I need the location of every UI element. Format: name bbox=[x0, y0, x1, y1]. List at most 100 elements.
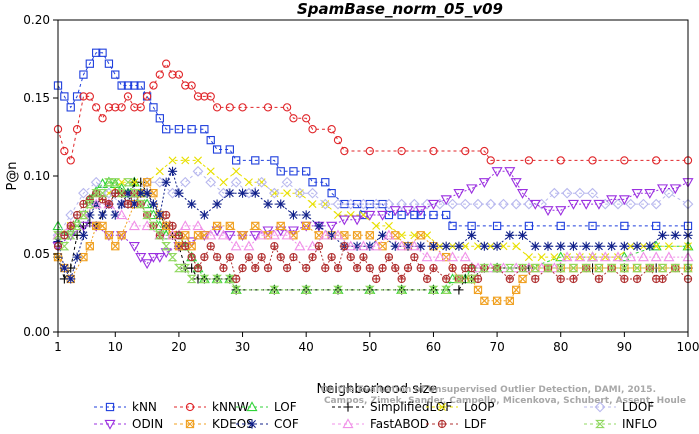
data-point bbox=[110, 210, 120, 220]
marker-circle-plus-cross bbox=[188, 253, 196, 261]
marker-square bbox=[397, 210, 406, 220]
marker-circle-plus-cross bbox=[302, 264, 310, 272]
data-point bbox=[77, 221, 89, 232]
marker-circle bbox=[162, 59, 171, 68]
marker-square bbox=[352, 199, 362, 209]
marker-x bbox=[117, 178, 126, 187]
x-tick-label: 40 bbox=[299, 340, 314, 354]
y-tick-label: 0.00 bbox=[23, 325, 50, 339]
marker-square bbox=[225, 145, 234, 154]
data-point bbox=[524, 253, 533, 262]
data-point bbox=[135, 199, 146, 209]
marker-triangle bbox=[128, 220, 140, 231]
marker-square-x-cross bbox=[149, 189, 158, 198]
data-point bbox=[219, 178, 228, 187]
marker-hourglass bbox=[517, 263, 528, 273]
marker-asterisk bbox=[155, 210, 165, 220]
marker-circle-plus-cross bbox=[359, 253, 368, 261]
marker-circle-plus-cross bbox=[385, 253, 393, 261]
data-point bbox=[652, 156, 661, 165]
data-point bbox=[568, 241, 579, 251]
marker-diamond bbox=[370, 198, 382, 210]
data-point bbox=[136, 188, 146, 198]
data-point bbox=[238, 103, 247, 112]
marker-triangle-down bbox=[377, 210, 389, 221]
marker-circle bbox=[187, 81, 196, 90]
marker-square bbox=[416, 210, 425, 220]
marker-hourglass bbox=[135, 199, 146, 209]
marker-asterisk bbox=[568, 241, 579, 251]
marker-asterisk bbox=[174, 188, 184, 198]
data-point bbox=[174, 125, 184, 134]
data-point bbox=[383, 229, 395, 240]
data-point bbox=[587, 251, 599, 262]
data-point bbox=[128, 242, 140, 252]
marker-circle-plus-cross bbox=[328, 253, 336, 261]
data-point bbox=[232, 156, 241, 165]
marker-square-x bbox=[117, 231, 126, 240]
marker-square-x bbox=[352, 231, 362, 240]
data-point bbox=[517, 230, 528, 240]
marker-diamond bbox=[294, 187, 306, 199]
marker-circle-plus-cross bbox=[73, 211, 81, 219]
marker-circle bbox=[193, 92, 203, 101]
data-point bbox=[230, 176, 242, 188]
data-point bbox=[606, 263, 617, 273]
data-point bbox=[377, 210, 389, 221]
marker-asterisk bbox=[78, 230, 89, 240]
marker-circle-plus-cross bbox=[105, 200, 113, 208]
data-point bbox=[205, 229, 217, 240]
data-point bbox=[206, 92, 215, 101]
data-point bbox=[345, 198, 357, 210]
data-point bbox=[289, 114, 298, 123]
data-point bbox=[289, 252, 298, 262]
data-point bbox=[492, 241, 502, 251]
legend-item-ldof: LDOF bbox=[584, 400, 654, 414]
data-point bbox=[402, 206, 414, 217]
marker-circle-plus-cross bbox=[251, 264, 259, 272]
data-point bbox=[85, 242, 94, 251]
data-point bbox=[225, 252, 234, 262]
data-point bbox=[302, 167, 311, 176]
data-point bbox=[129, 189, 140, 198]
data-point bbox=[117, 103, 126, 112]
data-point bbox=[174, 70, 184, 79]
marker-triangle-down bbox=[364, 210, 376, 221]
marker-triangle-down bbox=[606, 195, 618, 206]
data-point bbox=[327, 189, 336, 198]
marker-diamond bbox=[447, 198, 458, 210]
marker-circle bbox=[174, 70, 184, 79]
marker-asterisk bbox=[416, 241, 426, 251]
data-point bbox=[238, 263, 247, 273]
legend-item-ldf: LDF bbox=[426, 417, 487, 431]
marker-circle bbox=[111, 103, 120, 112]
marker-square bbox=[620, 221, 629, 231]
data-point bbox=[479, 263, 490, 273]
marker-circle bbox=[181, 81, 190, 90]
marker-square-x-cross bbox=[276, 221, 285, 230]
data-point bbox=[192, 165, 204, 177]
data-point bbox=[327, 252, 336, 262]
marker-circle bbox=[340, 146, 349, 156]
marker-triangle-down bbox=[275, 226, 287, 237]
marker-square bbox=[429, 210, 438, 220]
data-point bbox=[136, 103, 145, 112]
marker-circle bbox=[66, 156, 75, 165]
marker-triangle-down bbox=[104, 419, 116, 430]
data-point bbox=[270, 156, 279, 165]
marker-x bbox=[438, 403, 446, 411]
marker-circle-plus-cross bbox=[438, 420, 446, 428]
marker-triangle bbox=[421, 251, 433, 262]
marker-triangle-down bbox=[529, 199, 541, 210]
marker-triangle-down bbox=[517, 189, 529, 199]
marker-asterisk bbox=[479, 241, 489, 251]
marker-hourglass bbox=[103, 178, 114, 187]
data-point bbox=[142, 178, 152, 187]
data-point bbox=[440, 195, 452, 206]
marker-diamond bbox=[396, 198, 408, 210]
marker-x bbox=[588, 253, 597, 262]
data-point bbox=[384, 221, 393, 230]
marker-circle bbox=[85, 92, 94, 101]
data-point bbox=[212, 252, 222, 262]
data-point bbox=[168, 221, 177, 231]
